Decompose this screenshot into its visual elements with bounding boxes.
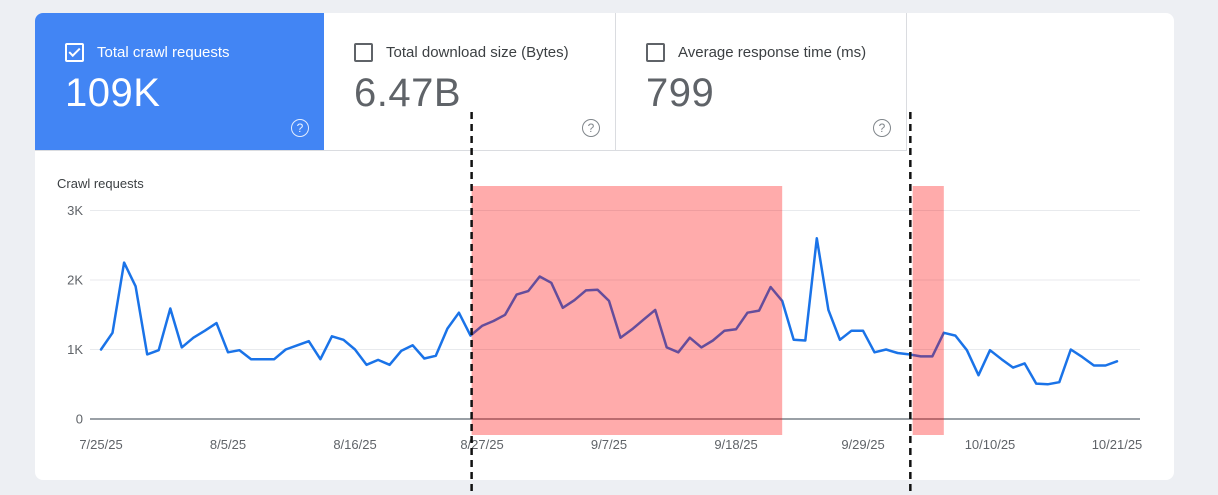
unchecked-checkbox-icon[interactable] [646, 43, 665, 62]
metric-card-total-crawl-requests[interactable]: Total crawl requests 109K ? [35, 13, 324, 150]
metric-card-label: Total download size (Bytes) [386, 44, 569, 61]
unchecked-checkbox-icon[interactable] [354, 43, 373, 62]
metric-card-average-response-time[interactable]: Average response time (ms) 799 ? [616, 13, 906, 150]
help-icon[interactable]: ? [582, 119, 600, 137]
metric-card-total-download-size[interactable]: Total download size (Bytes) 6.47B ? [324, 13, 616, 150]
metric-card-label: Total crawl requests [97, 44, 230, 61]
crawl-stats-panel: Total crawl requests 109K ? Total downlo… [35, 13, 1174, 480]
metric-card-value: 6.47B [354, 71, 462, 115]
chart-title: Crawl requests [57, 176, 144, 191]
metric-card-label: Average response time (ms) [678, 44, 867, 61]
metric-card-value: 109K [65, 71, 161, 115]
help-icon[interactable]: ? [291, 119, 309, 137]
help-icon[interactable]: ? [873, 119, 891, 137]
checked-checkbox-icon[interactable] [65, 43, 84, 62]
metric-cards-row: Total crawl requests 109K ? Total downlo… [35, 13, 907, 151]
metric-card-value: 799 [646, 71, 715, 115]
